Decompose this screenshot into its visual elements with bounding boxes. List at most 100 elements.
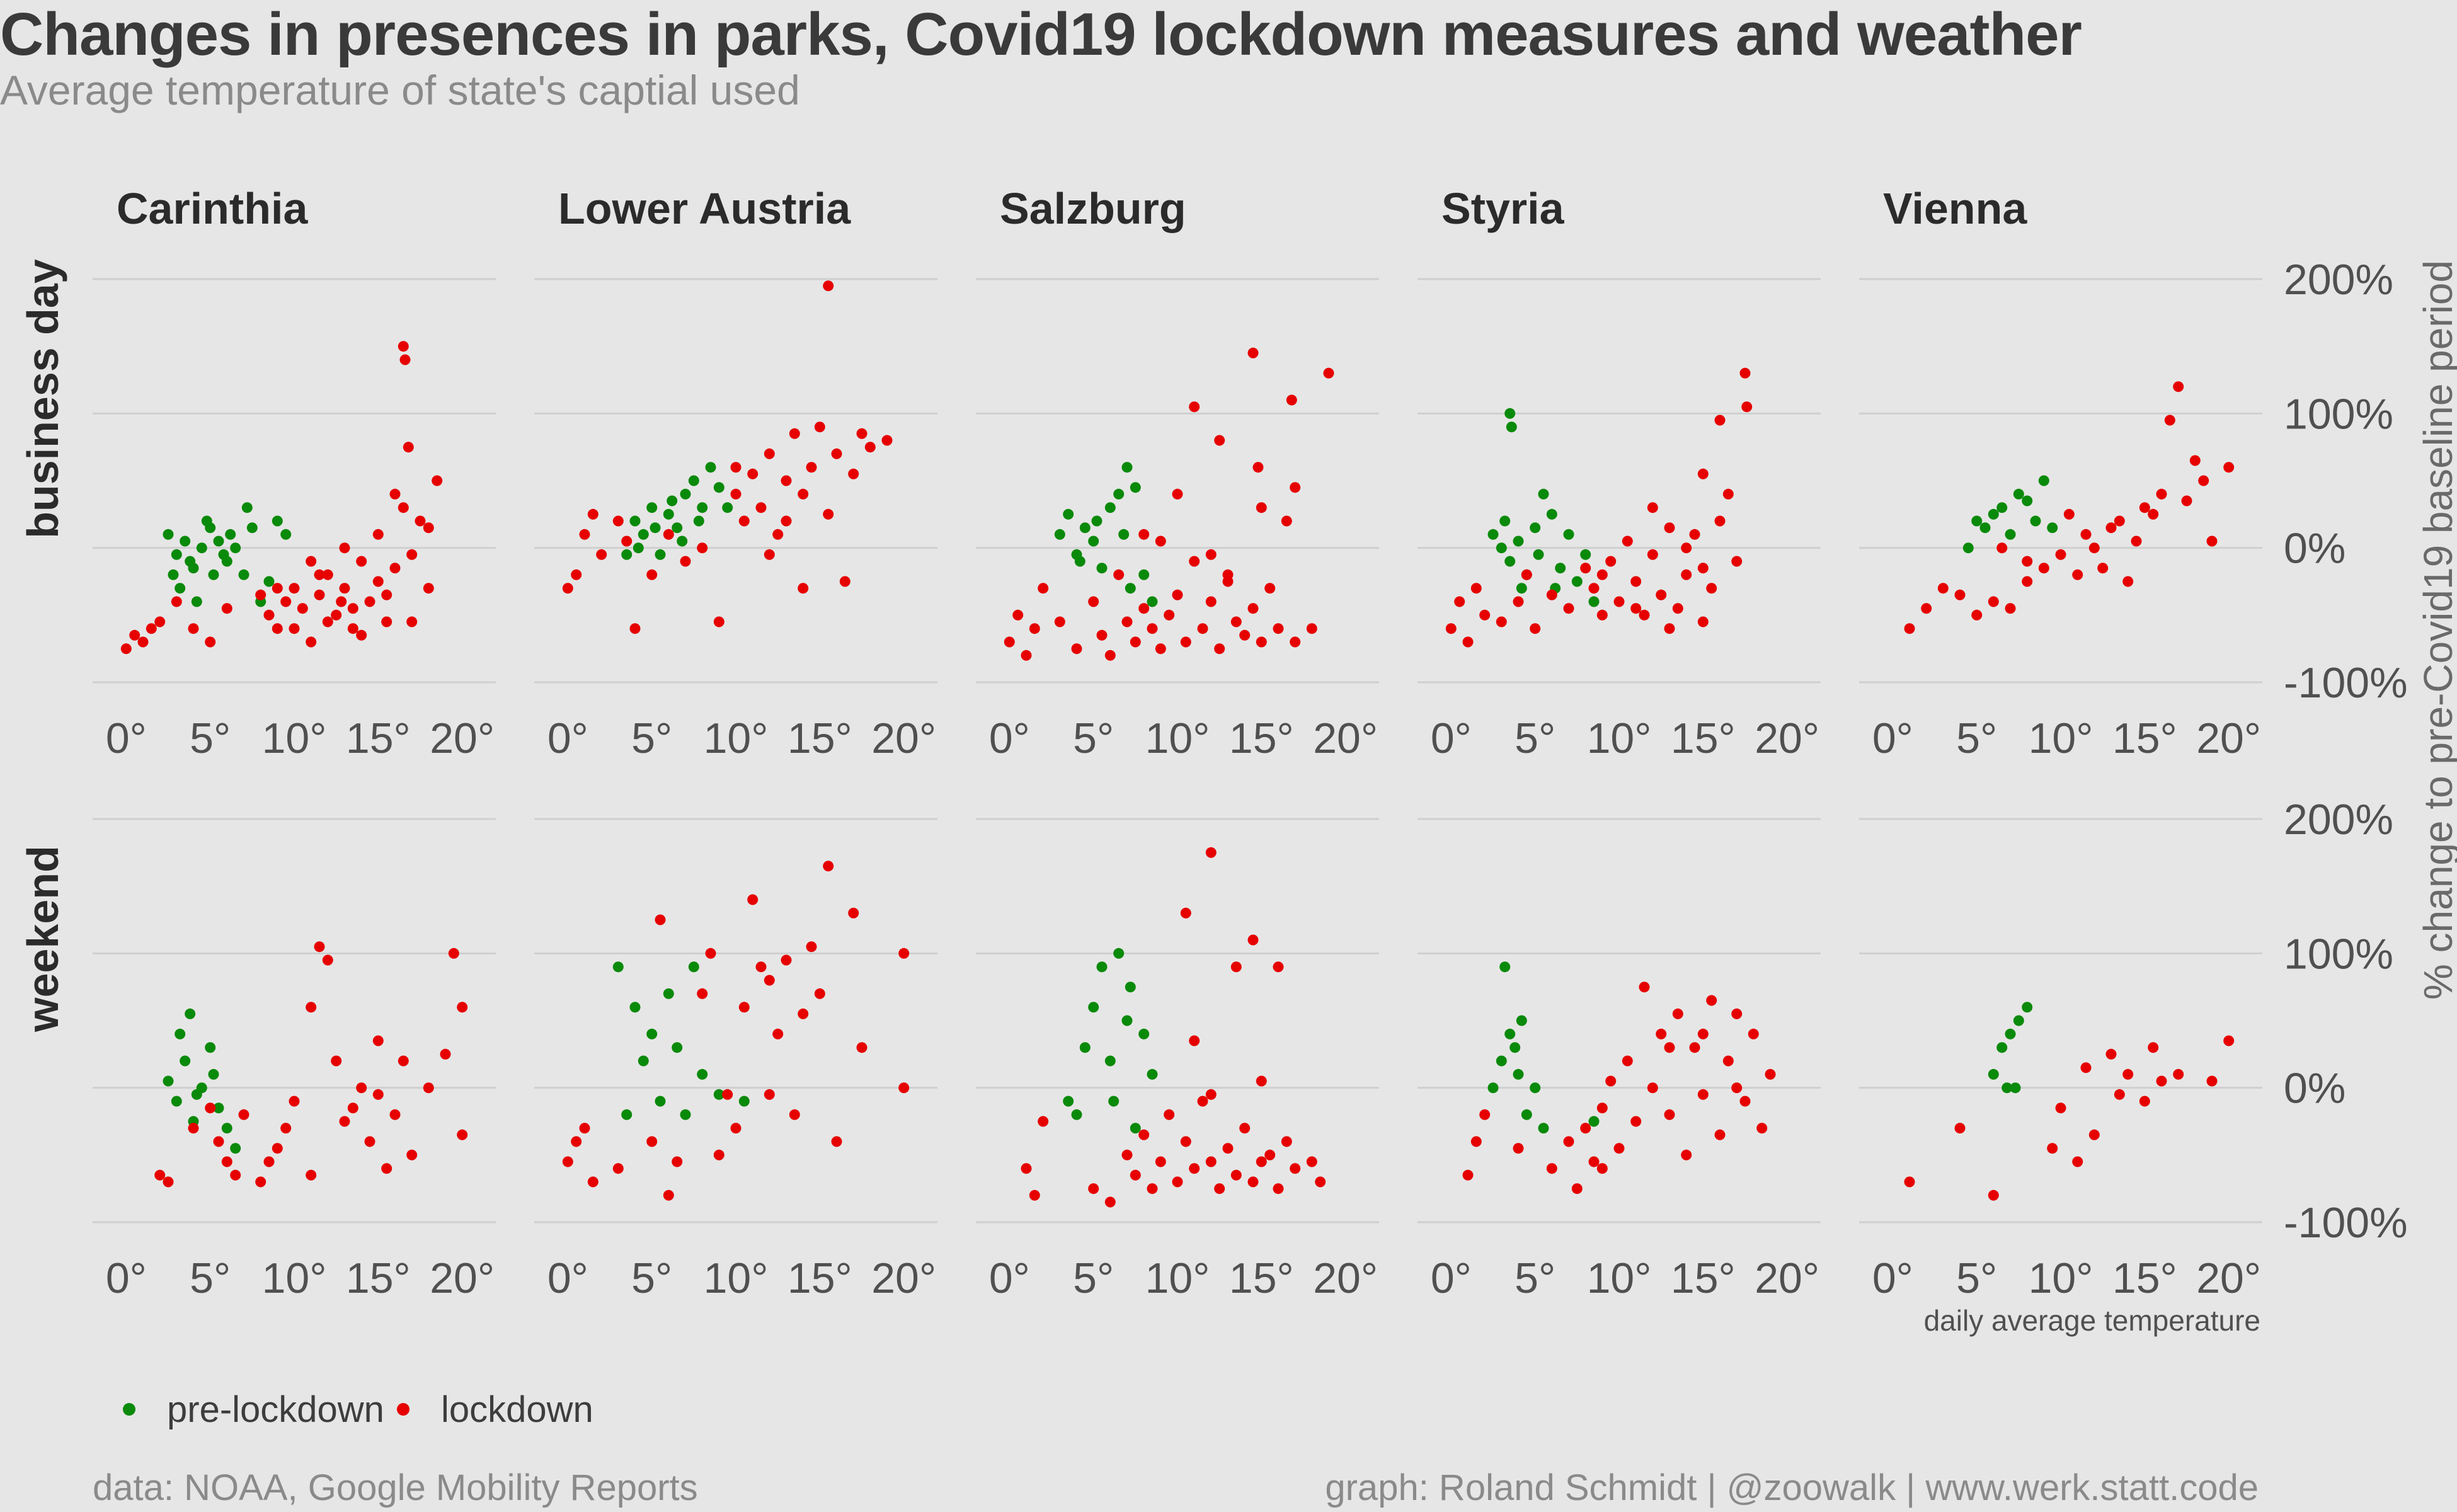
data-point-lockdown [2114, 515, 2125, 527]
data-point-lockdown [280, 596, 292, 607]
data-point-lockdown [238, 1109, 249, 1120]
data-point-lockdown [1697, 563, 1709, 574]
data-point-lockdown [672, 1156, 683, 1167]
data-point-lockdown [655, 914, 666, 925]
data-point-lockdown [398, 341, 409, 352]
data-point-lockdown [1639, 982, 1650, 993]
data-point-lockdown [562, 583, 573, 594]
data-point-lockdown [1714, 515, 1726, 527]
data-point-lockdown [747, 468, 759, 479]
data-point-lockdown [1622, 1055, 1633, 1067]
x-tick-label: 10° [1145, 714, 1210, 762]
data-point-lockdown [1739, 367, 1751, 379]
data-point-lockdown [406, 616, 418, 627]
data-point-pre-lockdown [1496, 542, 1507, 554]
data-point-lockdown [1113, 569, 1125, 580]
data-point-lockdown [1622, 536, 1633, 547]
data-point-lockdown [2080, 1062, 2092, 1074]
data-point-pre-lockdown [612, 961, 624, 973]
data-point-pre-lockdown [1096, 961, 1108, 973]
data-point-lockdown [356, 629, 367, 641]
data-point-lockdown [1222, 1143, 1234, 1154]
data-point-lockdown [2189, 455, 2201, 466]
data-point-lockdown [621, 536, 633, 547]
data-point-lockdown [1256, 502, 1267, 513]
data-point-lockdown [1281, 515, 1292, 527]
strip-label-salzburg: Salzburg [1000, 184, 1186, 233]
y-axis-label: % change to pre-Covid19 baseline period [2415, 260, 2457, 1000]
x-tick-label: 10° [2029, 1254, 2093, 1302]
data-point-lockdown [347, 603, 358, 614]
data-point-lockdown [339, 583, 350, 594]
data-point-lockdown [1748, 1028, 1759, 1040]
data-point-lockdown [1988, 596, 1999, 607]
data-point-pre-lockdown [1533, 549, 1544, 560]
data-point-lockdown [2088, 1129, 2100, 1140]
data-point-pre-lockdown [1071, 1109, 1082, 1120]
data-point-lockdown [432, 475, 443, 486]
data-point-lockdown [1445, 623, 1457, 634]
data-point-lockdown [389, 488, 401, 500]
data-point-lockdown [1256, 636, 1267, 648]
data-point-lockdown [1029, 1189, 1040, 1201]
x-tick-label: 5° [1073, 1254, 1114, 1302]
data-point-lockdown [1605, 556, 1617, 567]
x-tick-label: 15° [788, 714, 852, 762]
data-point-lockdown [1088, 1183, 1099, 1194]
data-point-lockdown [263, 1156, 275, 1167]
data-point-lockdown [1697, 616, 1709, 627]
y-tick-label: -100% [2284, 1199, 2408, 1247]
data-point-pre-lockdown [230, 542, 241, 554]
data-point-lockdown [1230, 616, 1242, 627]
data-point-pre-lockdown [1054, 529, 1065, 540]
x-tick-label: 15° [346, 1254, 411, 1302]
data-point-lockdown [1214, 435, 1225, 446]
data-point-pre-lockdown [1962, 542, 1974, 554]
data-point-lockdown [579, 1123, 590, 1134]
data-point-pre-lockdown [1504, 408, 1516, 419]
data-point-lockdown [2148, 1042, 2159, 1053]
data-point-lockdown [764, 448, 775, 459]
x-tick-label: 15° [1229, 1254, 1294, 1302]
data-point-lockdown [881, 435, 893, 446]
x-tick-label: 10° [1587, 1254, 1652, 1302]
data-point-lockdown [2164, 415, 2175, 426]
data-point-lockdown [1104, 650, 1116, 661]
data-point-pre-lockdown [185, 1008, 196, 1019]
data-point-lockdown [738, 515, 750, 527]
data-point-lockdown [2022, 556, 2033, 567]
data-point-lockdown [372, 1035, 384, 1046]
data-point-lockdown [2173, 1068, 2184, 1080]
data-point-pre-lockdown [1079, 1042, 1091, 1053]
data-point-lockdown [823, 861, 834, 872]
data-point-lockdown [697, 988, 708, 999]
data-point-lockdown [1580, 563, 1591, 574]
data-point-lockdown [415, 515, 426, 527]
data-point-lockdown [1664, 623, 1675, 634]
data-point-lockdown [1739, 1096, 1751, 1107]
legend-label-lockdown: lockdown [441, 1389, 593, 1430]
data-point-lockdown [1706, 583, 1717, 594]
data-point-lockdown [831, 448, 842, 459]
data-point-lockdown [1605, 1075, 1617, 1087]
data-point-lockdown [1071, 643, 1082, 655]
data-point-lockdown [1647, 549, 1658, 560]
data-point-lockdown [1205, 1156, 1217, 1167]
data-point-lockdown [848, 907, 859, 919]
x-tick-label: 15° [2112, 714, 2177, 762]
data-point-lockdown [1264, 1149, 1276, 1160]
data-point-pre-lockdown [2030, 515, 2041, 527]
data-point-lockdown [398, 502, 409, 513]
data-point-lockdown [297, 603, 308, 614]
data-point-pre-lockdown [1509, 1042, 1521, 1053]
data-point-lockdown [1230, 1169, 1242, 1181]
data-point-lockdown [823, 280, 834, 292]
data-point-lockdown [1205, 549, 1217, 560]
data-point-pre-lockdown [2010, 1082, 2021, 1094]
x-tick-label: 20° [2196, 714, 2261, 762]
data-point-lockdown [1096, 629, 1108, 641]
data-point-lockdown [406, 1149, 418, 1160]
data-point-lockdown [1664, 1042, 1675, 1053]
data-point-lockdown [263, 609, 275, 621]
x-tick-label: 20° [871, 1254, 936, 1302]
